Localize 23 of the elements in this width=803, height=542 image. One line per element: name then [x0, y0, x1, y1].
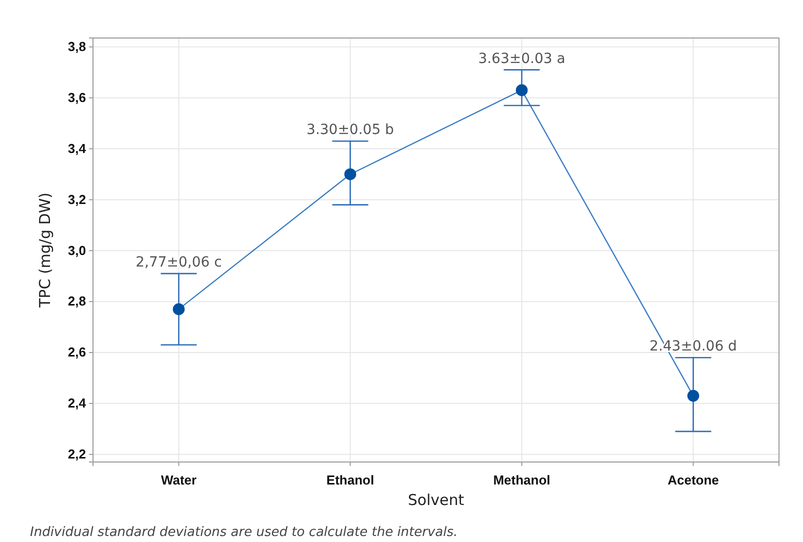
y-tick-label: 3,6 — [68, 90, 86, 106]
text: Individual standard deviations are used to calculate the intervals. — [30, 525, 458, 540]
y-axis-title: TPC (mg/g DW) — [36, 192, 54, 309]
point — [516, 84, 528, 96]
point — [344, 168, 356, 180]
x-tick-label: Ethanol — [326, 472, 374, 488]
point — [172, 303, 185, 316]
data-label: 3.30±0.05 b — [306, 122, 394, 138]
x-tick-label: Acetone — [668, 472, 719, 488]
y-tick-label: 3,4 — [68, 140, 87, 156]
x-axis-title: Solvent — [408, 491, 464, 509]
data-label: 2,77±0,06 c — [136, 254, 222, 271]
data-label: 3.63±0.03 a — [478, 50, 566, 67]
y-tick-label: 2,2 — [68, 446, 86, 462]
x-tick-label: Methanol — [493, 472, 550, 488]
y-tick-label: 2,6 — [68, 344, 86, 360]
y-tick-label: 2,4 — [68, 396, 87, 411]
y-tick-label: 3,8 — [68, 39, 86, 54]
point — [687, 390, 700, 402]
y-tick-label: 2,8 — [68, 294, 86, 309]
y-tick-label: 3,0 — [68, 242, 86, 258]
x-tick-label: Water — [160, 472, 197, 488]
y-tick-label: 3,2 — [68, 192, 86, 207]
